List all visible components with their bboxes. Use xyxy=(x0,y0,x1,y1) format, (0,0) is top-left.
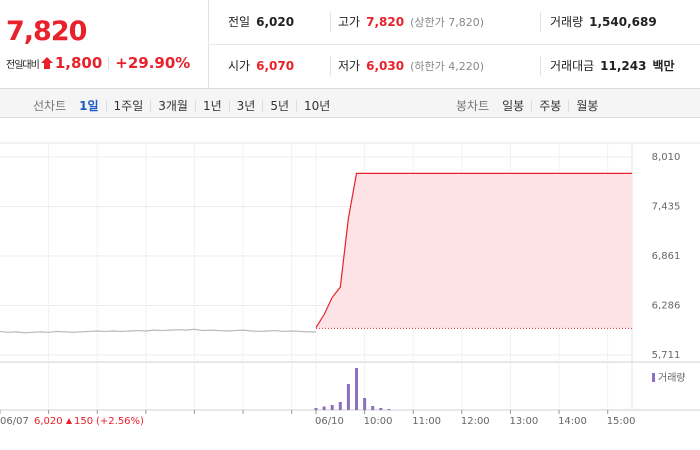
stat-label: 시가 xyxy=(228,59,251,73)
volume-bar xyxy=(338,402,342,410)
tab-group-label: 봉차트 xyxy=(456,99,490,113)
tab-group-label: 선차트 xyxy=(33,99,67,113)
volume-bar xyxy=(346,384,350,410)
volume-bar xyxy=(314,408,318,410)
y-tick-label: 6,286 xyxy=(652,301,681,312)
stat-note: (상한가 7,820) xyxy=(410,15,484,29)
stat-label: 거래량 xyxy=(550,15,584,29)
up-triangle xyxy=(66,418,72,424)
tab[interactable]: 일봉 xyxy=(502,98,525,113)
stat-value: 6,030 xyxy=(366,58,405,73)
stat: 전일 6,020 xyxy=(228,13,294,30)
prev-day-pct: (+2.56%) xyxy=(96,416,144,427)
x-tick-label: 15:00 xyxy=(607,416,636,427)
tab[interactable]: 5년 xyxy=(262,99,296,112)
tab[interactable]: 3년 xyxy=(228,99,263,112)
prev-day-change: 150 xyxy=(74,416,93,427)
stat-label: 고가 xyxy=(338,15,361,29)
prev-day-close: 6,020 xyxy=(34,416,63,427)
stat-label: 전일 xyxy=(228,15,251,29)
x-tick-label: 11:00 xyxy=(412,416,441,427)
stat: 거래량 1,540,689 xyxy=(550,13,657,30)
quote-box: 7,820 전일대비 1,800 +29.90% xyxy=(0,0,209,88)
change: 1,800 xyxy=(54,54,103,72)
x-tick-label: 06/10 xyxy=(315,416,344,427)
tab[interactable]: 3개월 xyxy=(150,99,195,112)
volume-bar xyxy=(387,409,391,410)
tab[interactable]: 1일 xyxy=(79,98,99,113)
stat: 거래대금 11,243 백만 xyxy=(550,57,675,74)
volume-bar xyxy=(371,406,375,410)
y-tick-label: 6,861 xyxy=(652,251,681,262)
stat-value: 11,243 xyxy=(600,58,647,73)
change-pct: +29.90% xyxy=(115,54,191,72)
stat-label: 저가 xyxy=(338,59,361,73)
tab[interactable]: 주봉 xyxy=(531,99,568,112)
stat-value: 6,020 xyxy=(256,14,295,29)
stat-unit: 백만 xyxy=(652,59,675,73)
x-tick-label: 06/07 xyxy=(0,416,29,427)
tab[interactable]: 1주일 xyxy=(105,99,151,112)
stat-value: 7,820 xyxy=(366,14,405,29)
volume-bar xyxy=(379,408,383,410)
tab-bar: 선차트 1일 1주일 3개월 1년 3년 5년 10년 봉차트 일봉 주봉 월봉 xyxy=(0,88,700,118)
volume-bar xyxy=(363,398,367,410)
stat: 시가 6,070 xyxy=(228,57,294,74)
stat: 고가 7,820 (상한가 7,820) xyxy=(338,13,484,30)
volume-bar xyxy=(322,406,326,410)
stat-label: 거래대금 xyxy=(550,59,595,73)
divider xyxy=(208,44,700,45)
line-tabs: 선차트 1일 1주일 3개월 1년 3년 5년 10년 xyxy=(33,97,337,114)
tab[interactable]: 월봉 xyxy=(568,99,605,112)
legend-label: 거래량 xyxy=(658,372,686,384)
stat: 저가 6,030 (하한가 4,220) xyxy=(338,57,484,74)
volume-bar xyxy=(330,405,334,410)
line xyxy=(315,172,632,328)
y-tick-label: 8,010 xyxy=(652,152,681,163)
x-tick-label: 12:00 xyxy=(461,416,490,427)
stat-note: (하한가 4,220) xyxy=(410,59,484,73)
line xyxy=(0,328,316,334)
area-fill xyxy=(316,173,632,329)
up-icon xyxy=(40,57,53,69)
x-tick-label: 13:00 xyxy=(509,416,538,427)
tab[interactable]: 1년 xyxy=(194,99,229,112)
change-label: 전일대비 xyxy=(6,59,40,71)
x-tick-label: 14:00 xyxy=(558,416,587,427)
change-row: 전일대비 1,800 +29.90% xyxy=(6,54,190,72)
price: 7,820 xyxy=(6,16,87,47)
chart: 8,010 7,435 6,861 6,286 5,711 06/07 06/10 10:00… xyxy=(0,142,700,427)
x-tick-label: 10:00 xyxy=(364,416,393,427)
stat-value: 6,070 xyxy=(256,58,295,73)
candle-tabs: 봉차트 일봉 주봉 월봉 xyxy=(456,97,605,114)
volume-bar xyxy=(355,368,359,410)
y-tick-label: 7,435 xyxy=(652,202,681,213)
stat-value: 1,540,689 xyxy=(589,14,657,29)
y-tick-label: 5,711 xyxy=(652,350,681,361)
legend-swatch xyxy=(652,373,655,382)
tab[interactable]: 10년 xyxy=(296,99,337,112)
